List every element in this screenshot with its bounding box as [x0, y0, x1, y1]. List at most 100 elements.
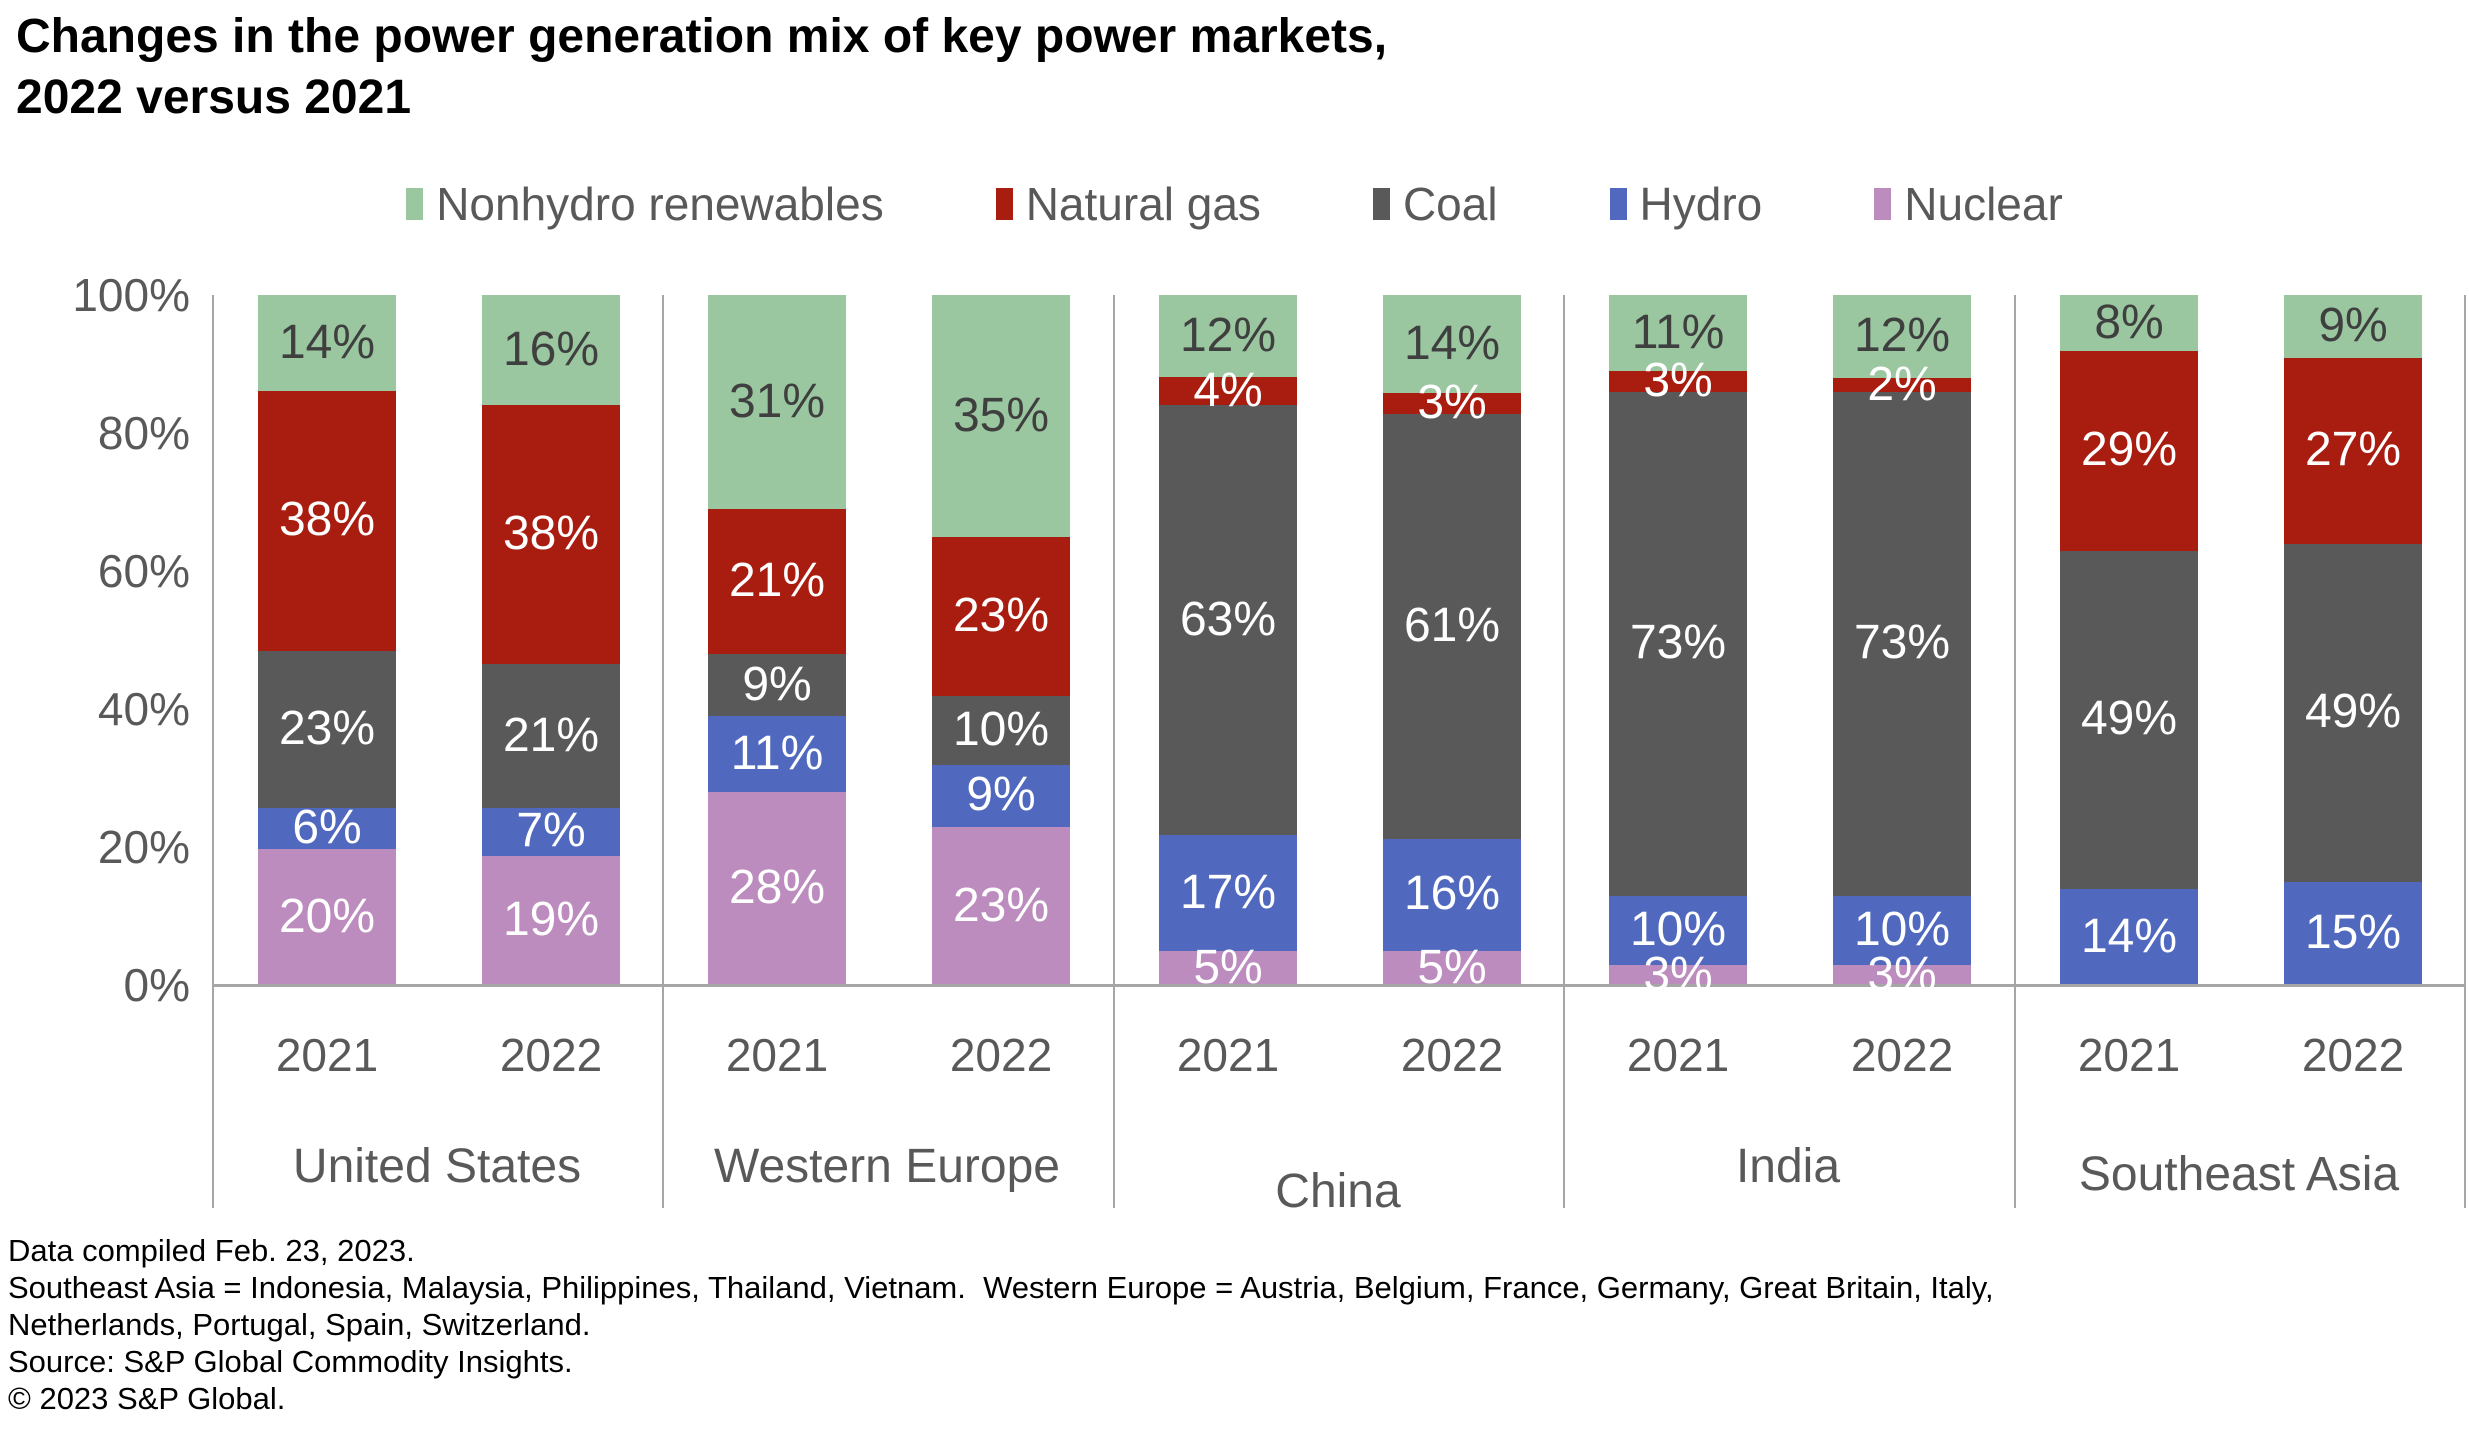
- nonhydro-renewables-swatch-icon: [406, 188, 424, 220]
- segment-coal: [1383, 413, 1521, 840]
- segment-label: 3%: [1643, 354, 1713, 408]
- segment-natural-gas: [932, 536, 1070, 696]
- group-separator: [2014, 295, 2016, 1208]
- chart-title-line-1: Changes in the power generation mix of k…: [16, 10, 1388, 63]
- segment-label: 38%: [502, 507, 600, 561]
- chart-title: Changes in the power generation mix of k…: [16, 6, 1387, 128]
- group-separator: [1113, 295, 1115, 1208]
- segment-label: 63%: [1179, 592, 1277, 646]
- segment-label: 5%: [1417, 940, 1487, 994]
- segment-label: 3%: [1643, 947, 1713, 1001]
- x-axis-region-label: United States: [292, 1140, 582, 1193]
- segment-label: 8%: [2094, 295, 2164, 349]
- segment-label: 10%: [1629, 902, 1727, 956]
- segment-label: 61%: [1403, 599, 1501, 653]
- segment-label: 16%: [502, 322, 600, 376]
- segment-natural-gas: [258, 390, 396, 651]
- segment-nonhydro-renewables: [482, 295, 620, 405]
- segment-label: 11%: [1631, 305, 1725, 359]
- natural-gas-swatch-icon: [995, 188, 1013, 220]
- segment-label: 11%: [730, 726, 824, 780]
- segment-label: 12%: [1179, 308, 1277, 362]
- segment-nuclear: [1833, 964, 1971, 986]
- footnote-line: Source: S&P Global Commodity Insights.: [8, 1344, 573, 1379]
- segment-hydro: [2060, 888, 2198, 986]
- segment-label: 23%: [952, 878, 1050, 932]
- group-separator: [662, 295, 664, 1208]
- footnote-line: Southeast Asia = Indonesia, Malaysia, Ph…: [8, 1270, 1994, 1305]
- segment-hydro: [258, 807, 396, 849]
- segment-coal: [2060, 550, 2198, 889]
- segment-label: 10%: [952, 702, 1050, 756]
- segment-natural-gas: [1609, 370, 1747, 393]
- x-axis-region-label: Western Europe: [714, 1140, 1060, 1193]
- segment-label: 29%: [2080, 423, 2178, 477]
- segment-label: 16%: [1403, 867, 1501, 921]
- legend-label: Hydro: [1639, 178, 1763, 230]
- segment-label: 4%: [1193, 363, 1263, 417]
- legend-item-coal: Coal: [1372, 181, 1498, 227]
- segment-nuclear: [1159, 950, 1297, 986]
- segment-label: 6%: [292, 800, 362, 854]
- segment-label: 35%: [952, 388, 1050, 442]
- segment-label: 10%: [1853, 902, 1951, 956]
- x-axis-year-label: 2021: [275, 1029, 379, 1081]
- y-axis-tick-label: 20%: [97, 821, 190, 873]
- segment-natural-gas: [1383, 392, 1521, 414]
- legend: Nonhydro renewables Natural gas Coal Hydro N…: [0, 168, 2469, 240]
- coal-swatch-icon: [1372, 188, 1390, 220]
- segment-label: 3%: [1417, 376, 1487, 430]
- y-axis-tick-label: 60%: [97, 545, 190, 597]
- segment-natural-gas: [1159, 376, 1297, 405]
- x-axis-year-label: 2021: [1626, 1029, 1730, 1081]
- segment-hydro: [1609, 895, 1747, 965]
- x-axis-year-label: 2022: [2301, 1029, 2405, 1081]
- hydro-swatch-icon: [1609, 188, 1627, 220]
- segment-nonhydro-renewables: [258, 295, 396, 392]
- y-axis-tick-label: 40%: [97, 683, 190, 735]
- x-axis-year-label: 2022: [499, 1029, 603, 1081]
- segment-label: 49%: [2304, 685, 2402, 739]
- segment-label: 12%: [1853, 309, 1951, 363]
- segment-hydro: [1383, 838, 1521, 951]
- segment-coal: [482, 663, 620, 808]
- x-axis-year-label: 2021: [1176, 1029, 1280, 1081]
- segment-label: 23%: [952, 588, 1050, 642]
- nuclear-swatch-icon: [1874, 188, 1892, 220]
- x-axis-year-label: 2021: [725, 1029, 829, 1081]
- legend-item-hydro: Hydro: [1609, 178, 1763, 230]
- group-separator: [1563, 295, 1565, 1208]
- segment-hydro: [482, 807, 620, 856]
- segment-nuclear: [1383, 950, 1521, 986]
- y-axis-tick-label: 80%: [97, 407, 190, 459]
- segment-label: 49%: [2080, 692, 2178, 746]
- segment-nuclear: [708, 791, 846, 986]
- segment-coal: [258, 650, 396, 808]
- segment-label: 9%: [742, 657, 812, 711]
- legend-item-nonhydro-renewables: Nonhydro renewables: [406, 181, 884, 227]
- footnote-line: Data compiled Feb. 23, 2023.: [8, 1233, 415, 1268]
- segment-nuclear: [482, 855, 620, 986]
- group-separator: [2464, 295, 2466, 1208]
- segment-label: 73%: [1629, 616, 1727, 670]
- x-axis-region-label: India: [1735, 1140, 1841, 1193]
- segment-coal: [1609, 391, 1747, 896]
- segment-label: 73%: [1853, 616, 1951, 670]
- x-axis-year-label: 2021: [2077, 1029, 2181, 1081]
- x-axis-line: [212, 984, 2464, 987]
- x-axis-region-label: China: [1275, 1165, 1401, 1218]
- segment-nuclear: [1609, 964, 1747, 986]
- segment-label: 23%: [278, 701, 376, 755]
- segment-label: 14%: [278, 315, 376, 369]
- y-axis-tick-label: 0%: [123, 959, 190, 1011]
- segment-label: 38%: [278, 493, 376, 547]
- segment-nonhydro-renewables: [2284, 295, 2422, 358]
- segment-label: 31%: [728, 374, 826, 428]
- segment-nonhydro-renewables: [2060, 295, 2198, 351]
- segment-label: 14%: [1403, 316, 1501, 370]
- segment-nonhydro-renewables: [1383, 295, 1521, 394]
- segment-nonhydro-renewables: [1833, 295, 1971, 379]
- segment-label: 3%: [1867, 947, 1937, 1001]
- segment-nuclear: [932, 826, 1070, 986]
